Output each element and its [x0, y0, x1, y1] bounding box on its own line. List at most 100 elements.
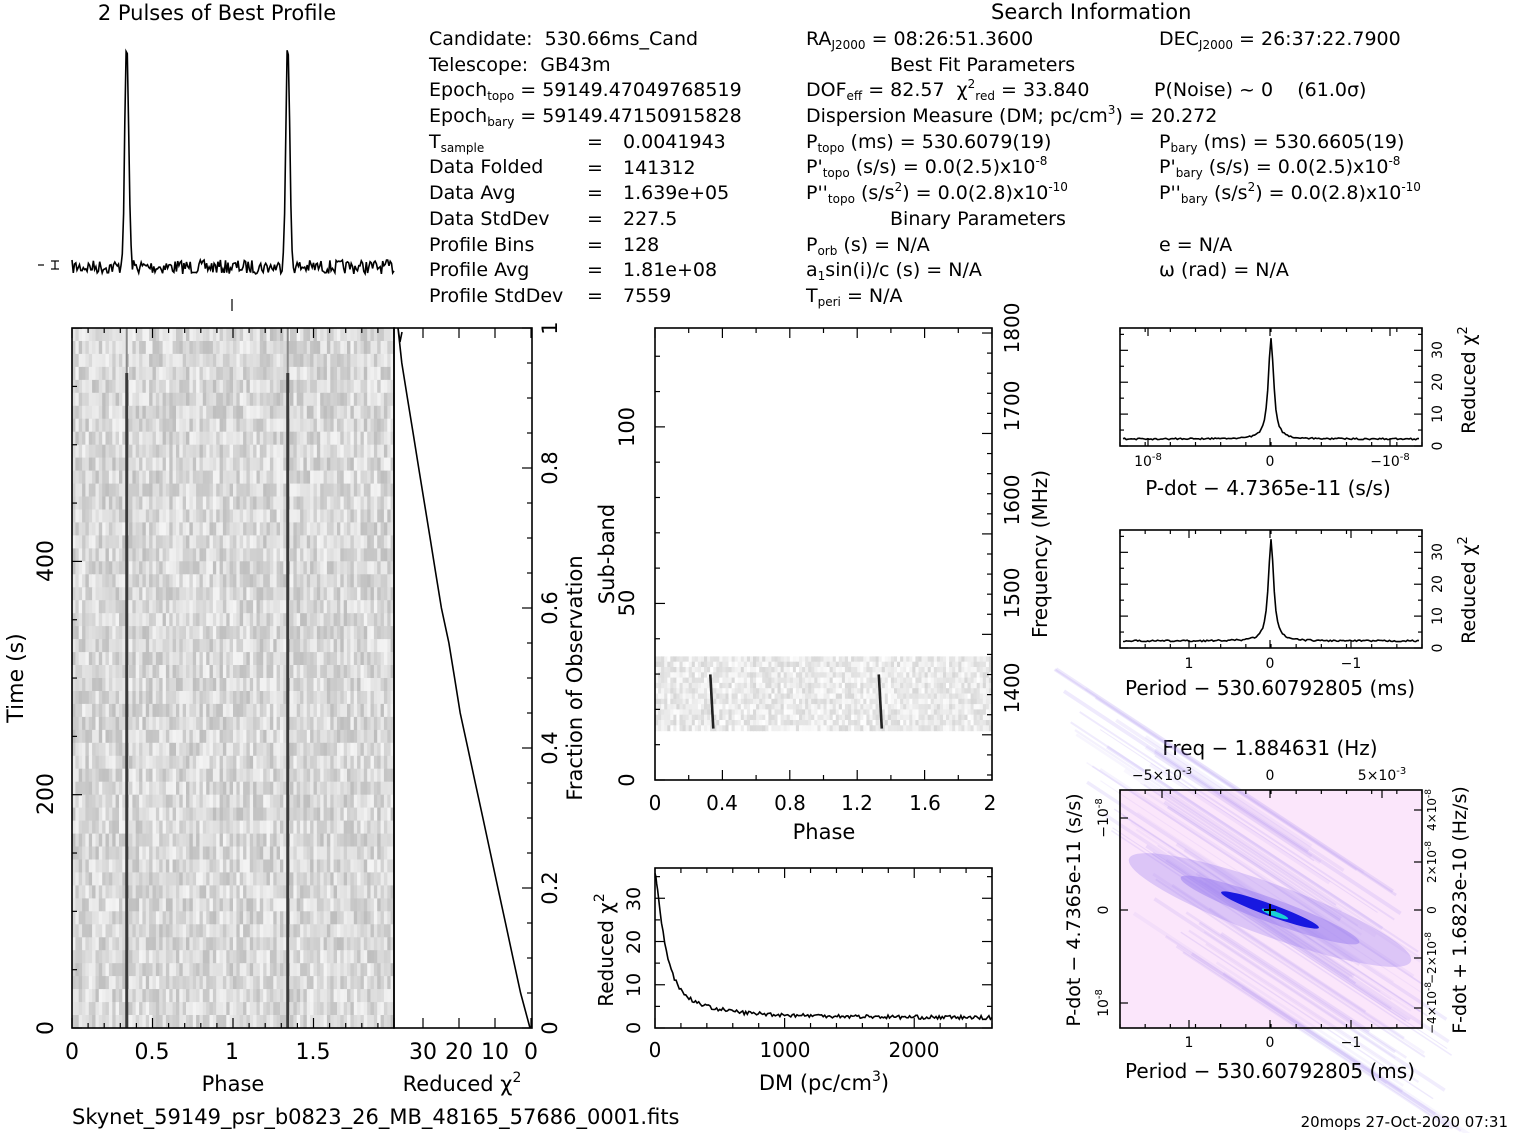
tp-cell [132, 418, 137, 433]
tp-cell [132, 678, 137, 692]
tp-cell [192, 794, 197, 809]
tp-cell [283, 820, 288, 835]
tp-cell [219, 652, 224, 666]
tp-cell [206, 872, 211, 886]
tp-cell [85, 794, 90, 809]
tp-cell [192, 535, 197, 549]
tp-cell [122, 431, 127, 446]
tp-cell [306, 548, 311, 562]
tp-cell [102, 652, 107, 666]
tp-cell [367, 509, 372, 524]
tp-cell [119, 600, 123, 614]
tp-cell [273, 613, 278, 627]
tp-cell [216, 846, 221, 861]
tp-cell [162, 924, 167, 938]
tp-cell [246, 716, 251, 731]
tp-cell [115, 548, 120, 562]
tp-cell [296, 392, 301, 407]
tp-cell [387, 600, 392, 614]
tp-cell [367, 755, 372, 770]
tp-cell [367, 613, 372, 627]
tp-cell [85, 820, 90, 835]
tp-cell [373, 859, 378, 874]
tp-cell [280, 392, 284, 407]
tp-cell [192, 509, 197, 524]
tp-cell [108, 665, 113, 679]
tp-cell [380, 366, 385, 381]
tp-cell [310, 431, 315, 446]
tp-cell [85, 989, 90, 1003]
tp-cell [253, 652, 258, 666]
tp-cell [367, 846, 372, 861]
tp-cell [390, 496, 395, 511]
tp-cell [296, 678, 301, 692]
tp-cell [266, 924, 271, 938]
tp-cell [182, 716, 187, 731]
tp-cell [209, 911, 214, 925]
tp-cell [102, 989, 107, 1003]
tp-cell [360, 820, 365, 835]
tp-cell [239, 366, 244, 381]
tp-cell [256, 742, 261, 757]
tp-cell [313, 859, 318, 874]
tp-cell [320, 574, 325, 588]
tp-cell [259, 600, 264, 614]
tp-cell [176, 729, 180, 744]
tp-cell [273, 587, 278, 601]
tp-cell [142, 781, 147, 796]
tp-cell [313, 431, 318, 446]
tp-cell [135, 820, 140, 835]
tp-cell [202, 405, 207, 420]
tp-cell [377, 548, 382, 562]
tp-cell [290, 353, 294, 368]
tp-cell [239, 509, 244, 524]
tp-cell [165, 509, 170, 524]
tp-cell [149, 574, 154, 588]
tp-cell [239, 898, 244, 912]
tp-cell [196, 483, 201, 498]
tp-cell [105, 911, 110, 925]
tp-cell [383, 509, 388, 524]
tp-cell [300, 652, 305, 666]
tp-cell [222, 639, 227, 653]
tp-cell [165, 379, 170, 394]
tp-cell [363, 872, 368, 886]
tp-cell [380, 470, 385, 485]
tp-cell [202, 418, 207, 433]
tp-cell [162, 937, 167, 951]
tp-cell [310, 587, 315, 601]
tp-cell [212, 470, 217, 485]
tp-cell [310, 353, 315, 368]
tp-cell [165, 431, 170, 446]
tp-cell [169, 911, 174, 925]
tp-cell [206, 418, 211, 433]
tp-cell [269, 781, 274, 796]
tp-cell [373, 626, 378, 640]
tp-cell [189, 535, 194, 549]
tp-cell [145, 561, 150, 575]
tp-cell [165, 535, 170, 549]
tp-cell [179, 833, 184, 848]
tp-cell [310, 483, 315, 498]
tp-cell [222, 963, 227, 977]
tp-cell [370, 639, 375, 653]
tp-cell [293, 716, 298, 731]
tp-cell [303, 950, 308, 964]
tp-cell [337, 379, 341, 394]
tp-cell [273, 898, 278, 912]
tp-cell [383, 626, 388, 640]
tp-cell [179, 781, 184, 796]
tp-cell [165, 522, 170, 536]
tp-cell [192, 820, 197, 835]
tp-cell [330, 431, 335, 446]
tp-cell [383, 742, 388, 757]
tp-cell [122, 678, 127, 692]
tp-cell [387, 613, 392, 627]
tp-cell [102, 444, 107, 459]
tp-cell [249, 405, 254, 420]
tp-cell [115, 924, 120, 938]
tp-cell [145, 833, 150, 848]
tp-cell [269, 418, 274, 433]
tp-cell [259, 405, 264, 420]
tp-cell [347, 898, 351, 912]
